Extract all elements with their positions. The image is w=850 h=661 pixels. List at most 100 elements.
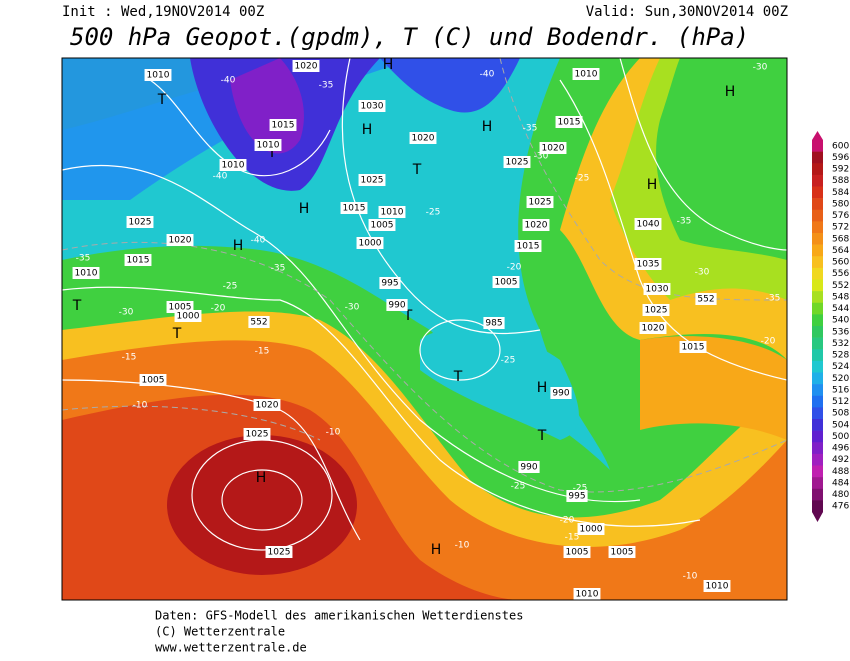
colorbar-label: 556 — [832, 269, 849, 279]
high-pressure-label: H — [482, 119, 493, 135]
label-box — [503, 156, 531, 168]
high-pressure-label: H — [537, 380, 548, 396]
temperature-label: -10 — [326, 428, 341, 438]
colorbar-cell — [812, 186, 823, 199]
colorbar: 6005965925885845805765725685645605565525… — [812, 131, 849, 522]
temperature-label: -35 — [523, 124, 538, 134]
low-pressure-label: T — [172, 326, 182, 342]
temperature-label: -40 — [221, 76, 236, 86]
low-pressure-label: T — [157, 92, 167, 108]
temperature-label: -35 — [76, 254, 91, 264]
colorbar-cell — [812, 395, 823, 408]
isobar-label: 1025 — [268, 548, 291, 558]
temperature-label: -30 — [753, 63, 768, 73]
colorbar-label: 540 — [832, 316, 849, 326]
label-box — [514, 240, 542, 252]
isobar-label: 1020 — [256, 401, 279, 411]
isobar-label: 1000 — [359, 239, 382, 249]
isobar-label: 1015 — [517, 242, 540, 252]
temperature-label: -10 — [683, 572, 698, 582]
colorbar-label: 484 — [832, 478, 849, 488]
label-box — [358, 174, 386, 186]
label-box — [577, 523, 605, 535]
isobar-label: 1010 — [575, 70, 598, 80]
label-box — [72, 267, 100, 279]
isobar-label: 1020 — [169, 236, 192, 246]
temperature-label: -30 — [534, 152, 549, 162]
colorbar-cell — [812, 302, 823, 315]
colorbar-cell — [812, 337, 823, 350]
colorbar-cell — [812, 198, 823, 211]
temperature-label: -25 — [223, 282, 238, 292]
colorbar-label: 588 — [832, 176, 849, 186]
colorbar-label: 492 — [832, 455, 849, 465]
label-box — [340, 202, 368, 214]
colorbar-label: 512 — [832, 397, 849, 407]
isobar-label: 1025 — [645, 306, 668, 316]
colorbar-label: 584 — [832, 188, 849, 198]
colorbar-cell — [812, 233, 823, 245]
temperature-label: -10 — [455, 541, 470, 551]
temperature-label: -35 — [271, 264, 286, 274]
label-box — [639, 322, 667, 334]
low-pressure-label: T — [412, 162, 422, 178]
colorbar-label: 504 — [832, 420, 849, 430]
isobar-label: 1025 — [361, 176, 384, 186]
label-box — [522, 219, 550, 231]
colorbar-label: 488 — [832, 467, 849, 477]
colorbar-cell — [812, 419, 823, 431]
isobar-label: 1020 — [642, 324, 665, 334]
colorbar-label: 516 — [832, 385, 849, 395]
high-pressure-label: H — [362, 122, 373, 138]
label-box — [126, 216, 154, 228]
isobar-label: 1030 — [646, 285, 669, 295]
colorbar-cell — [812, 453, 823, 466]
temperature-label: -25 — [511, 482, 526, 492]
colorbar-label: 500 — [832, 432, 849, 442]
label-box — [492, 276, 520, 288]
isobar-label: 1010 — [381, 208, 404, 218]
isobar-label: 1005 — [169, 303, 192, 313]
colorbar-cell — [812, 349, 823, 362]
geopotential-label: 552 — [697, 295, 714, 305]
isobar-label: 1030 — [361, 102, 384, 112]
colorbar-cell — [812, 163, 823, 176]
colorbar-cell — [812, 221, 823, 234]
colorbar-cell — [812, 465, 823, 478]
colorbar-cell — [812, 267, 823, 280]
label-box — [634, 258, 662, 270]
label-box — [386, 299, 408, 311]
map-title: 500 hPa Geopot.(gpdm), T (C) und Bodendr… — [70, 23, 749, 51]
label-box — [265, 546, 293, 558]
isobar-label: 990 — [520, 463, 537, 473]
colorbar-cell — [812, 360, 823, 373]
colorbar-cell — [812, 488, 823, 501]
label-box — [550, 387, 572, 399]
isobar-label: 995 — [381, 279, 398, 289]
temperature-label: -20 — [211, 304, 226, 314]
temperature-label: -20 — [560, 516, 575, 526]
isobar-label: 1010 — [75, 269, 98, 279]
label-box — [378, 206, 406, 218]
high-pressure-label: H — [383, 57, 394, 73]
label-box — [409, 132, 437, 144]
isobar-label: 1015 — [272, 121, 295, 131]
label-box — [643, 283, 671, 295]
isobar-label: 1015 — [343, 204, 366, 214]
label-box — [539, 142, 567, 154]
colorbar-cell — [812, 314, 823, 327]
colorbar-label: 564 — [832, 246, 849, 256]
label-box — [166, 234, 194, 246]
temperature-label: -40 — [480, 70, 495, 80]
label-box — [634, 218, 662, 230]
isobar-label: 990 — [388, 301, 405, 311]
label-box — [518, 461, 540, 473]
isobar-label: 1025 — [246, 430, 269, 440]
temperature-label: -30 — [345, 303, 360, 313]
label-box — [555, 116, 583, 128]
colorbar-label: 544 — [832, 304, 849, 314]
isobar-label: 1005 — [371, 221, 394, 231]
low-pressure-label: T — [537, 428, 547, 444]
isobar-label: 1035 — [637, 260, 660, 270]
temperature-label: -25 — [501, 356, 516, 366]
